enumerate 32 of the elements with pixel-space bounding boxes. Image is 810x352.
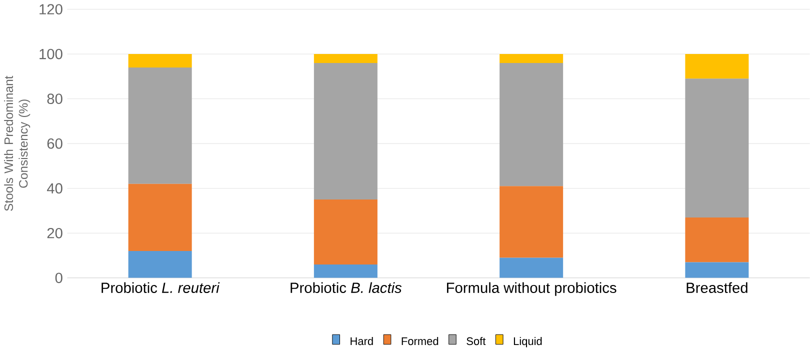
y-tick-label: 80 — [47, 94, 62, 104]
x-tick-label: Probiotic B. lactis — [290, 282, 402, 294]
bar — [128, 68, 192, 184]
bar — [314, 63, 378, 200]
bar — [314, 54, 378, 64]
legend-label: Formed — [402, 337, 438, 346]
x-tick-label: Breastfed — [686, 282, 748, 294]
x-tick-label: Formula without probiotics — [447, 282, 616, 296]
y-tick-label: 20 — [47, 228, 62, 238]
bar — [685, 218, 749, 262]
bar — [500, 54, 564, 64]
bar — [500, 63, 564, 186]
y-tick-label: 0 — [55, 272, 62, 284]
legend-label: Liquid — [514, 337, 542, 348]
bar — [500, 186, 564, 258]
x-tick-label: Probiotic L. reuteri — [102, 282, 220, 294]
legend-label: Soft — [466, 337, 486, 346]
y-tick-label: 100 — [40, 49, 62, 60]
y-axis-title: Stools With Predominant Consistency (%) — [4, 76, 30, 212]
bar — [128, 251, 192, 278]
y-tick-label: 60 — [47, 138, 62, 149]
bar — [128, 184, 192, 252]
bar — [314, 264, 378, 278]
bar — [685, 78, 749, 218]
bar — [128, 54, 192, 68]
bar — [500, 258, 564, 278]
bar — [685, 262, 749, 278]
bar — [314, 200, 378, 265]
bar — [685, 54, 749, 79]
legend-label: Hard — [350, 337, 373, 346]
y-tick-label: 120 — [40, 4, 62, 15]
y-tick-label: 40 — [46, 183, 62, 194]
